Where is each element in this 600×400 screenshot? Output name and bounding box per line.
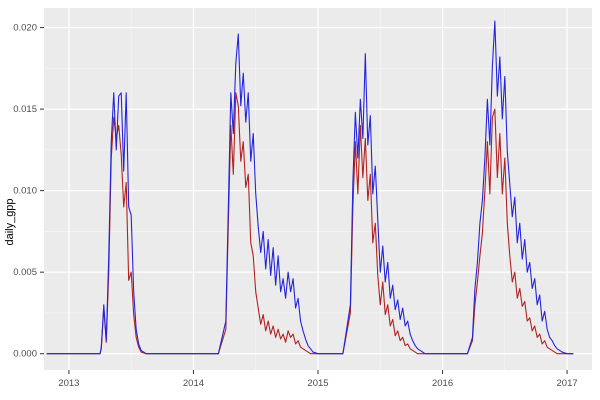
y-tick-label: 0.000 xyxy=(13,349,37,360)
y-tick-label: 0.020 xyxy=(13,23,37,34)
series-lines xyxy=(46,20,574,355)
axis-tick-labels: 2013 2014 2015 2016 2017 0.000 0.005 0.010 0.015… xyxy=(13,23,577,389)
y-tick-label: 0.005 xyxy=(13,267,37,278)
axis-ticks xyxy=(40,27,568,374)
x-tick-label: 2015 xyxy=(307,378,328,389)
y-tick-label: 0.015 xyxy=(13,104,37,115)
x-tick-label: 2017 xyxy=(557,378,578,389)
y-tick-label: 0.010 xyxy=(13,186,37,197)
series-blue-line xyxy=(46,20,574,355)
y-axis-title: daily_gpp xyxy=(4,198,16,245)
x-tick-label: 2013 xyxy=(58,378,79,389)
x-tick-label: 2014 xyxy=(183,378,204,389)
x-tick-label: 2016 xyxy=(432,378,453,389)
